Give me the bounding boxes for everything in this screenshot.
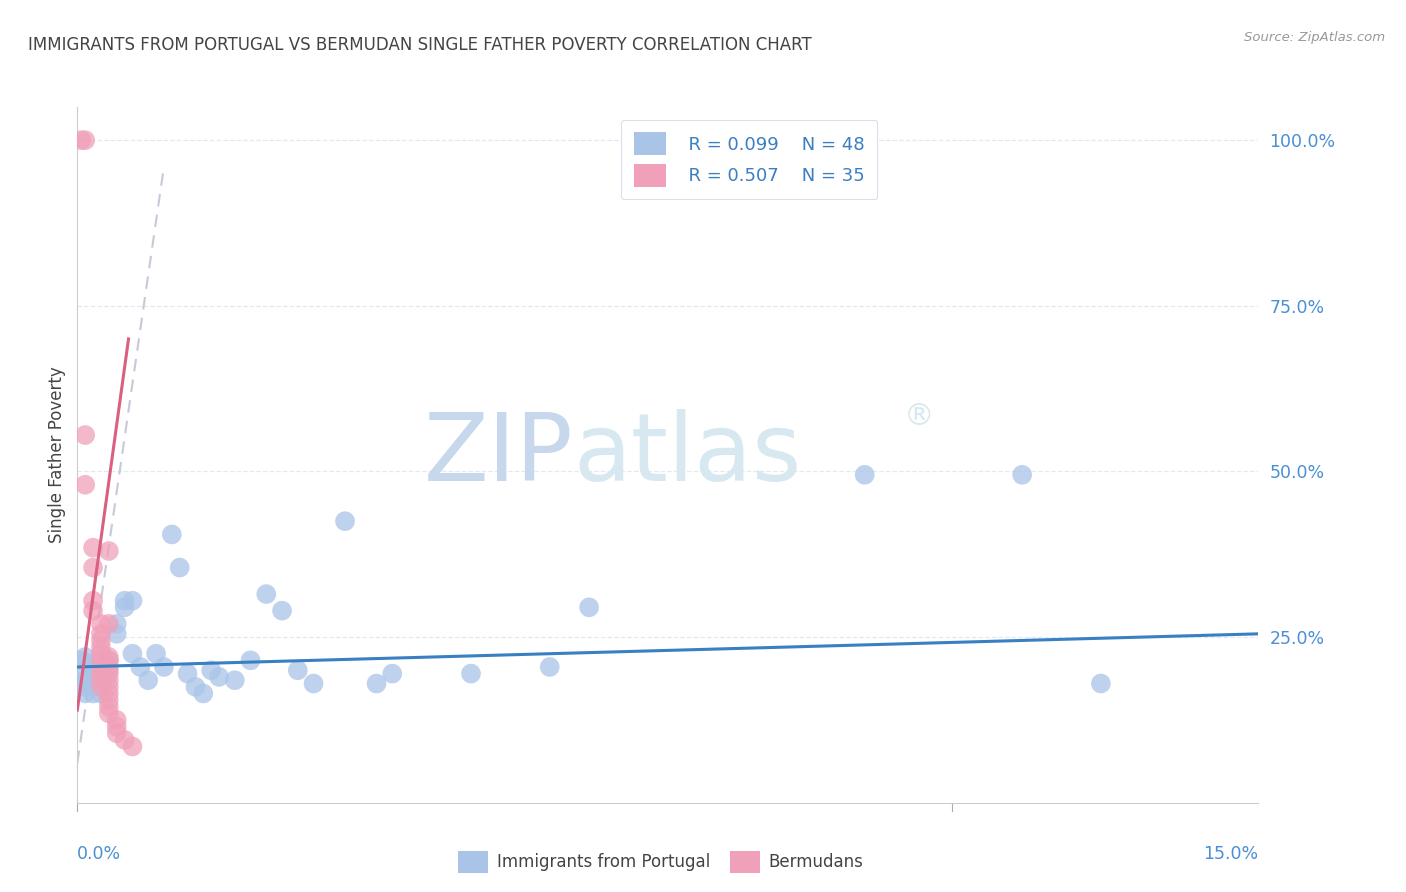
Point: [90, 673, 112, 688]
Point: [105, 627, 128, 641]
Point: [82, 604, 104, 618]
Point: [578, 600, 600, 615]
Point: [70, 133, 93, 147]
Text: 15.0%: 15.0%: [1204, 845, 1258, 863]
Point: [105, 726, 128, 740]
Point: [90, 640, 112, 654]
Point: [97, 693, 120, 707]
Point: [381, 666, 404, 681]
Text: ®: ®: [904, 402, 935, 431]
Point: [153, 660, 176, 674]
Point: [75, 666, 97, 681]
Point: [121, 739, 143, 754]
Point: [97, 699, 120, 714]
Point: [114, 593, 136, 607]
Point: [82, 560, 104, 574]
Point: [97, 666, 120, 681]
Point: [333, 514, 356, 528]
Point: [121, 647, 143, 661]
Point: [82, 663, 104, 677]
Point: [82, 593, 104, 607]
Point: [105, 720, 128, 734]
Point: [1011, 467, 1033, 482]
Point: [239, 653, 262, 667]
Point: [145, 647, 167, 661]
Point: [75, 133, 97, 147]
Point: [538, 660, 561, 674]
Point: [82, 680, 104, 694]
Point: [90, 653, 112, 667]
Point: [97, 653, 120, 667]
Text: Source: ZipAtlas.com: Source: ZipAtlas.com: [1244, 31, 1385, 45]
Text: atlas: atlas: [574, 409, 801, 501]
Text: IMMIGRANTS FROM PORTUGAL VS BERMUDAN SINGLE FATHER POVERTY CORRELATION CHART: IMMIGRANTS FROM PORTUGAL VS BERMUDAN SIN…: [28, 36, 811, 54]
Point: [82, 541, 104, 555]
Legend:   R = 0.099    N = 48,   R = 0.507    N = 35: R = 0.099 N = 48, R = 0.507 N = 35: [621, 120, 877, 199]
Point: [97, 544, 120, 558]
Point: [97, 650, 120, 665]
Point: [287, 663, 309, 677]
Point: [90, 616, 112, 631]
Point: [97, 680, 120, 694]
Point: [302, 676, 325, 690]
Point: [97, 673, 120, 688]
Point: [97, 616, 120, 631]
Point: [114, 600, 136, 615]
Point: [90, 660, 112, 674]
Point: [254, 587, 277, 601]
Point: [97, 686, 120, 700]
Point: [121, 593, 143, 607]
Point: [114, 732, 136, 747]
Point: [75, 477, 97, 491]
Point: [208, 670, 231, 684]
Point: [75, 673, 97, 688]
Point: [75, 428, 97, 442]
Point: [97, 653, 120, 667]
Point: [97, 663, 120, 677]
Y-axis label: Single Father Poverty: Single Father Poverty: [48, 367, 66, 543]
Point: [90, 633, 112, 648]
Point: [366, 676, 388, 690]
Point: [75, 686, 97, 700]
Point: [90, 627, 112, 641]
Point: [105, 616, 128, 631]
Point: [129, 660, 152, 674]
Point: [70, 653, 93, 667]
Point: [75, 650, 97, 665]
Point: [160, 527, 183, 541]
Point: [90, 647, 112, 661]
Point: [90, 676, 112, 690]
Text: 0.0%: 0.0%: [77, 845, 121, 863]
Point: [136, 673, 159, 688]
Point: [105, 713, 128, 727]
Point: [193, 686, 215, 700]
Point: [90, 680, 112, 694]
Point: [460, 666, 482, 681]
Point: [82, 670, 104, 684]
Point: [90, 666, 112, 681]
Point: [75, 680, 97, 694]
Point: [224, 673, 246, 688]
Point: [200, 663, 222, 677]
Point: [77, 657, 100, 671]
Point: [90, 666, 112, 681]
Point: [176, 666, 198, 681]
Point: [1090, 676, 1112, 690]
Legend: Immigrants from Portugal, Bermudans: Immigrants from Portugal, Bermudans: [451, 845, 870, 880]
Point: [90, 686, 112, 700]
Point: [97, 660, 120, 674]
Point: [169, 560, 191, 574]
Point: [271, 604, 294, 618]
Point: [184, 680, 207, 694]
Point: [853, 467, 876, 482]
Point: [97, 706, 120, 721]
Text: ZIP: ZIP: [423, 409, 574, 501]
Point: [82, 686, 104, 700]
